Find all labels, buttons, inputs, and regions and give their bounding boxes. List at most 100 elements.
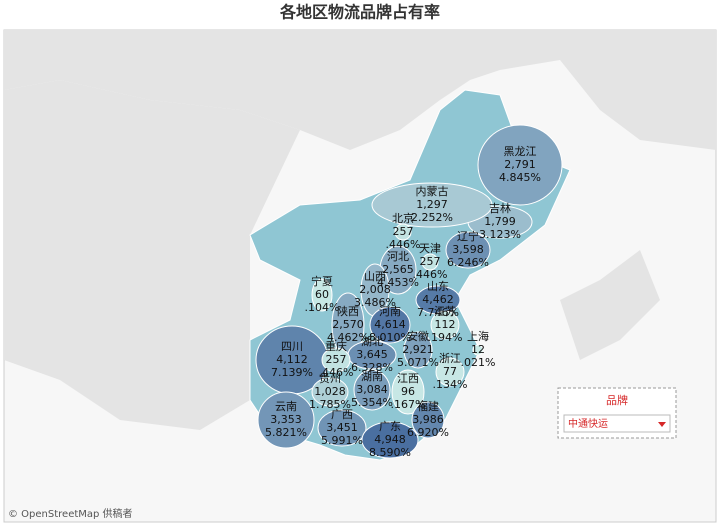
region-share: .446% — [319, 366, 354, 379]
region-shape — [411, 401, 445, 439]
region-name: 宁夏 — [311, 274, 333, 288]
region-share: 6.328% — [351, 361, 393, 374]
region-shape — [391, 369, 425, 415]
region-share: .194% — [428, 331, 463, 344]
region-name: 吉林 — [489, 201, 511, 215]
region-name: 四川 — [281, 340, 303, 353]
region-orders: 112 — [435, 318, 456, 331]
region-share: 8.010% — [369, 331, 411, 344]
region-name: 云南 — [275, 400, 297, 413]
region-orders: 3,084 — [356, 383, 388, 396]
region-name: 湖南 — [361, 370, 383, 383]
region-shape — [394, 223, 412, 241]
region-share: .104% — [305, 301, 340, 314]
dropdown-value[interactable]: 中通快运 — [568, 417, 608, 430]
region-name: 北京 — [392, 211, 414, 225]
region-share: 8.590% — [369, 446, 411, 459]
region-name: 天津 — [419, 242, 441, 255]
region-shape — [435, 357, 465, 387]
region-share: 6.920% — [407, 426, 449, 439]
region-name: 内蒙古 — [416, 184, 449, 198]
region-orders: 77 — [443, 365, 457, 378]
region-share: 6.246% — [447, 256, 489, 269]
region-orders: 60 — [315, 288, 329, 301]
region-name: 黑龙江 — [504, 145, 537, 158]
region-orders: 3,986 — [412, 413, 444, 426]
region-name: 福建 — [417, 399, 439, 413]
region-share: .167% — [391, 398, 426, 411]
region-share: 3.123% — [479, 228, 521, 241]
region-orders: 1,799 — [484, 215, 516, 228]
region-name: 贵州 — [319, 372, 341, 385]
region-share: 5.071% — [397, 356, 439, 369]
region-name: 河南 — [379, 305, 401, 318]
region-shape — [403, 331, 433, 369]
region-share: 2.252% — [411, 211, 453, 224]
region-shape — [257, 391, 315, 449]
land — [560, 250, 660, 360]
region-orders: 2,570 — [332, 318, 364, 331]
region-share: 4.453% — [377, 276, 419, 289]
region-share: 4.845% — [499, 171, 541, 184]
region-share: .446% — [413, 268, 448, 281]
region-orders: 1,028 — [314, 385, 346, 398]
region-name: 湖北 — [361, 335, 383, 348]
region-orders: 257 — [420, 255, 441, 268]
regions — [255, 124, 563, 459]
region-share: 5.354% — [351, 396, 393, 409]
land — [4, 80, 300, 430]
region-share: .446% — [386, 238, 421, 251]
region-shape — [472, 344, 484, 356]
brand-dropdown[interactable] — [563, 414, 671, 433]
region-share: .021% — [461, 356, 496, 369]
region-name: 广东 — [379, 420, 401, 433]
region-share: 5.991% — [321, 434, 363, 447]
region-share: 7.139% — [271, 366, 313, 379]
region-orders: 1,297 — [416, 198, 448, 211]
legend-title: 品牌 — [606, 393, 628, 407]
region-orders: 257 — [393, 225, 414, 238]
region-name: 山西 — [364, 270, 386, 283]
region-name: 陕西 — [337, 304, 359, 318]
region-orders: 3,598 — [452, 243, 484, 256]
region-shape — [311, 278, 333, 312]
region-share: .134% — [433, 378, 468, 391]
land — [4, 30, 716, 150]
region-name: 广西 — [331, 408, 353, 421]
region-orders: 4,462 — [422, 293, 454, 306]
region-shape — [369, 306, 411, 344]
region-orders: 2,565 — [382, 263, 414, 276]
region-shape — [353, 369, 391, 411]
region-share: 4.462% — [327, 331, 369, 344]
region-shape — [321, 347, 351, 373]
attribution: © OpenStreetMap 供稿者 — [8, 507, 133, 520]
region-orders: 2,921 — [402, 343, 434, 356]
region-shape — [445, 231, 491, 269]
region-name: 河北 — [387, 250, 409, 263]
region-shape — [311, 377, 349, 407]
region-orders: 4,112 — [276, 353, 308, 366]
region-share: 7.746% — [417, 306, 459, 319]
region-orders: 12 — [471, 343, 485, 356]
region-orders: 3,451 — [326, 421, 358, 434]
region-share: 5.821% — [265, 426, 307, 439]
region-orders: 2,008 — [359, 283, 391, 296]
region-orders: 3,353 — [270, 413, 302, 426]
region-orders: 257 — [326, 353, 347, 366]
region-share: 3.486% — [354, 296, 396, 309]
region-orders: 96 — [401, 385, 415, 398]
region-shape — [371, 182, 493, 228]
region-name: 上海 — [467, 329, 489, 343]
region-shape — [317, 409, 367, 447]
region-orders: 3,645 — [356, 348, 388, 361]
region-name: 辽宁 — [457, 229, 479, 243]
legend: 品牌 中通快运 — [557, 387, 677, 439]
region-orders: 2,791 — [504, 158, 536, 171]
title: 各地区物流品牌占有率 — [279, 3, 440, 22]
region-shape — [361, 421, 419, 459]
dropdown-arrow[interactable] — [658, 422, 666, 427]
region-name: 山东 — [427, 280, 449, 293]
